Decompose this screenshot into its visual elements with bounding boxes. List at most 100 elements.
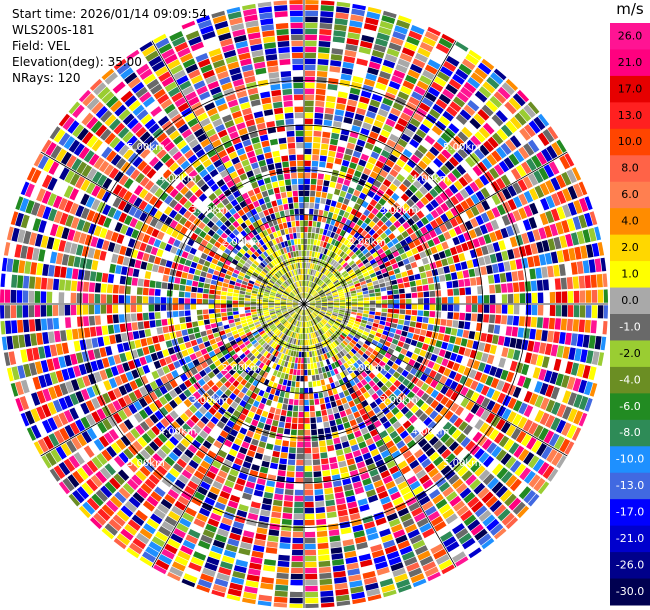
velocity-gate [304, 310, 306, 316]
velocity-gate [321, 319, 327, 324]
velocity-gate [364, 483, 374, 492]
velocity-gate [287, 465, 295, 472]
velocity-gate [46, 236, 55, 250]
velocity-gate [76, 377, 86, 389]
velocity-gate [36, 188, 46, 202]
velocity-gate [536, 443, 548, 457]
velocity-gate [120, 528, 134, 541]
velocity-gate [379, 282, 386, 288]
velocity-gate [140, 449, 151, 460]
velocity-gate [115, 438, 127, 451]
velocity-gate [273, 328, 279, 334]
velocity-gate [132, 537, 147, 550]
velocity-gate [360, 173, 369, 181]
velocity-gate [455, 68, 469, 80]
velocity-gate [330, 175, 338, 183]
velocity-gate [453, 180, 464, 191]
velocity-gate [455, 556, 469, 567]
velocity-gate [322, 268, 327, 274]
velocity-gate [156, 248, 164, 258]
velocity-gate [263, 295, 269, 299]
velocity-gate [316, 362, 321, 368]
velocity-gate [477, 62, 492, 75]
velocity-gate [357, 328, 364, 334]
velocity-gate [275, 408, 282, 415]
velocity-gate [368, 443, 377, 452]
velocity-gate [553, 264, 560, 277]
velocity-gate [359, 265, 366, 271]
velocity-gate [315, 410, 322, 417]
velocity-gate [394, 123, 405, 133]
velocity-gate [287, 298, 293, 301]
velocity-gate [499, 273, 507, 283]
velocity-gate [517, 179, 528, 192]
velocity-gate [234, 437, 243, 446]
velocity-gate [329, 66, 341, 73]
velocity-gate [425, 223, 434, 232]
velocity-gate [150, 352, 159, 362]
velocity-gate [273, 395, 279, 402]
velocity-gate [602, 273, 608, 287]
velocity-gate [35, 318, 42, 331]
velocity-gate [392, 102, 404, 112]
velocity-gate [159, 241, 167, 250]
velocity-gate [275, 309, 281, 312]
velocity-gate [579, 290, 586, 303]
velocity-gate [314, 233, 319, 240]
velocity-gate [262, 334, 269, 340]
velocity-gate [400, 512, 412, 523]
velocity-gate [17, 229, 26, 243]
velocity-gate [59, 167, 70, 181]
velocity-gate [178, 304, 185, 310]
velocity-gate [342, 262, 348, 268]
velocity-gate [93, 438, 105, 451]
velocity-gate [81, 131, 94, 145]
velocity-gate [453, 96, 466, 108]
velocity-gate [434, 283, 441, 290]
velocity-gate [164, 392, 173, 402]
velocity-gate [81, 430, 93, 444]
velocity-gate [412, 578, 427, 588]
velocity-gate [387, 347, 395, 355]
velocity-gate [415, 128, 427, 139]
velocity-gate [521, 161, 532, 175]
velocity-gate [321, 366, 326, 373]
velocity-gate [179, 196, 188, 206]
velocity-gate [373, 180, 382, 188]
velocity-gate [420, 196, 429, 206]
velocity-gate [304, 334, 306, 340]
velocity-gate [335, 202, 343, 209]
velocity-gate [564, 332, 572, 345]
velocity-gate [398, 283, 405, 289]
velocity-gate [174, 555, 189, 567]
velocity-gate [349, 20, 363, 28]
velocity-gate [344, 111, 355, 119]
velocity-gate [81, 164, 93, 178]
velocity-gate [58, 113, 71, 127]
velocity-gate [433, 141, 444, 152]
velocity-gate [343, 355, 349, 362]
velocity-gate [274, 302, 280, 304]
velocity-gate [382, 10, 397, 19]
velocity-gate [550, 251, 559, 264]
velocity-gate [410, 194, 419, 204]
velocity-gate [202, 392, 211, 401]
velocity-gate [420, 216, 429, 226]
velocity-gate [316, 349, 321, 356]
velocity-gate [543, 164, 555, 178]
velocity-gate [69, 393, 79, 406]
velocity-gate [489, 231, 498, 242]
velocity-gate [124, 313, 131, 322]
velocity-gate [529, 188, 539, 201]
velocity-gate [246, 343, 253, 349]
velocity-gate [482, 81, 496, 94]
velocity-gate [580, 245, 588, 259]
velocity-gate [523, 490, 536, 504]
velocity-gate [567, 202, 577, 216]
velocity-gate [345, 148, 354, 156]
velocity-gate [265, 366, 271, 373]
velocity-gate [309, 298, 315, 302]
velocity-gate [406, 373, 414, 381]
velocity-gate [399, 304, 406, 309]
velocity-gate [293, 338, 297, 345]
